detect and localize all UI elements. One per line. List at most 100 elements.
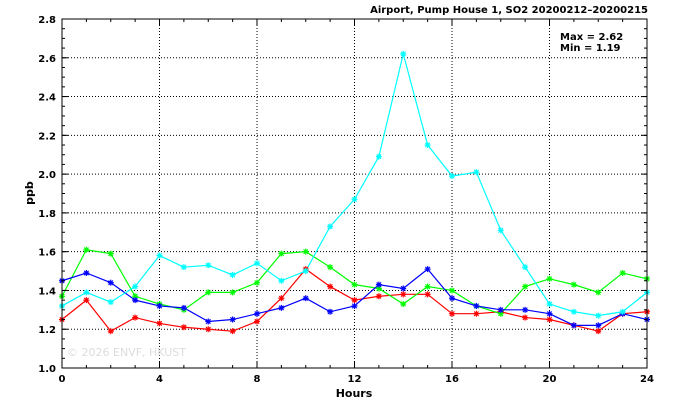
marker-stroke (473, 169, 479, 175)
marker-stroke (132, 314, 138, 321)
data-point-marker (351, 196, 358, 203)
marker-stroke (181, 305, 187, 311)
x-tick-label: 8 (254, 374, 261, 385)
data-point-marker (254, 260, 260, 267)
marker-stroke (156, 252, 163, 259)
marker-stroke (303, 295, 309, 301)
marker-stroke (449, 173, 455, 179)
y-axis-label: ppb (23, 181, 36, 205)
y-tick-label: 1.4 (38, 286, 56, 297)
data-point-marker (595, 328, 602, 335)
marker-stroke (522, 314, 528, 321)
data-point-marker (107, 299, 114, 306)
marker-stroke (254, 260, 260, 266)
data-point-marker (205, 262, 212, 269)
data-point-marker (327, 308, 334, 315)
marker-stroke (181, 264, 187, 270)
y-tick-label: 2.8 (38, 15, 56, 26)
data-point-marker (400, 50, 407, 57)
x-tick-label: 24 (640, 374, 654, 385)
marker-stroke (303, 268, 309, 274)
data-point-marker (327, 264, 334, 271)
marker-stroke (205, 326, 211, 332)
data-point-marker (619, 269, 626, 276)
marker-stroke (108, 250, 114, 257)
marker-stroke (620, 309, 626, 315)
data-point-marker (375, 293, 382, 300)
data-point-marker (400, 301, 407, 308)
data-point-marker (229, 289, 236, 296)
marker-stroke (230, 272, 236, 278)
marker-stroke (498, 307, 504, 313)
data-point-marker (156, 302, 163, 309)
marker-stroke (522, 264, 528, 270)
data-point-marker (132, 314, 139, 321)
marker-stroke (522, 283, 528, 290)
y-tick-label: 2.4 (38, 93, 56, 104)
marker-stroke (595, 313, 601, 319)
marker-stroke (230, 289, 236, 296)
data-point-marker (205, 289, 212, 296)
data-point-marker (522, 283, 529, 290)
marker-stroke (205, 318, 211, 325)
marker-stroke (376, 282, 382, 288)
data-point-marker (327, 283, 334, 290)
data-point-marker (570, 308, 577, 315)
data-point-marker (156, 320, 163, 327)
marker-stroke (498, 227, 504, 233)
min-value-label: Min = 1.19 (560, 43, 621, 54)
marker-stroke (351, 282, 358, 288)
data-point-marker (132, 297, 139, 304)
marker-stroke (254, 311, 260, 317)
data-point-marker (400, 291, 407, 298)
y-tick-label: 2.0 (38, 170, 56, 181)
data-point-marker (424, 291, 431, 298)
marker-stroke (303, 249, 309, 255)
marker-stroke (156, 303, 163, 309)
data-point-marker (351, 302, 358, 309)
data-point-marker (449, 295, 455, 302)
x-tick-label: 12 (348, 374, 362, 385)
data-point-marker (180, 264, 187, 271)
data-point-marker (302, 268, 309, 275)
marker-stroke (546, 316, 553, 323)
data-point-marker (449, 310, 455, 317)
marker-stroke (351, 303, 358, 309)
marker-stroke (425, 266, 431, 272)
data-point-marker (400, 285, 407, 292)
marker-stroke (132, 293, 138, 299)
marker-stroke (327, 283, 333, 290)
data-point-marker (375, 153, 382, 160)
marker-stroke (108, 299, 114, 305)
marker-stroke (595, 328, 601, 334)
marker-stroke (571, 282, 577, 288)
data-point-marker (619, 308, 626, 315)
marker-stroke (327, 223, 333, 230)
marker-stroke (181, 324, 187, 330)
data-point-marker (351, 297, 358, 304)
data-point-marker (278, 277, 285, 284)
marker-stroke (108, 328, 114, 334)
marker-stroke (254, 280, 260, 286)
data-point-marker (83, 246, 90, 253)
x-tick-label: 16 (445, 374, 459, 385)
data-point-marker (83, 297, 90, 304)
marker-stroke (546, 301, 553, 307)
marker-stroke (400, 285, 406, 292)
marker-stroke (83, 297, 89, 303)
x-axis-label: Hours (336, 387, 373, 400)
data-point-marker (254, 318, 260, 325)
marker-stroke (620, 270, 626, 276)
marker-stroke (132, 297, 138, 303)
data-point-marker (83, 289, 90, 296)
marker-stroke (473, 311, 479, 317)
chart-title: Airport, Pump House 1, SO2 20200212–2020… (370, 5, 648, 16)
data-point-marker (522, 314, 529, 321)
marker-stroke (449, 295, 455, 301)
data-point-marker (522, 306, 529, 313)
marker-stroke (522, 307, 528, 313)
grid-lines (62, 19, 647, 368)
marker-stroke (278, 295, 284, 301)
data-point-marker (449, 173, 455, 180)
data-point-marker (570, 322, 577, 329)
